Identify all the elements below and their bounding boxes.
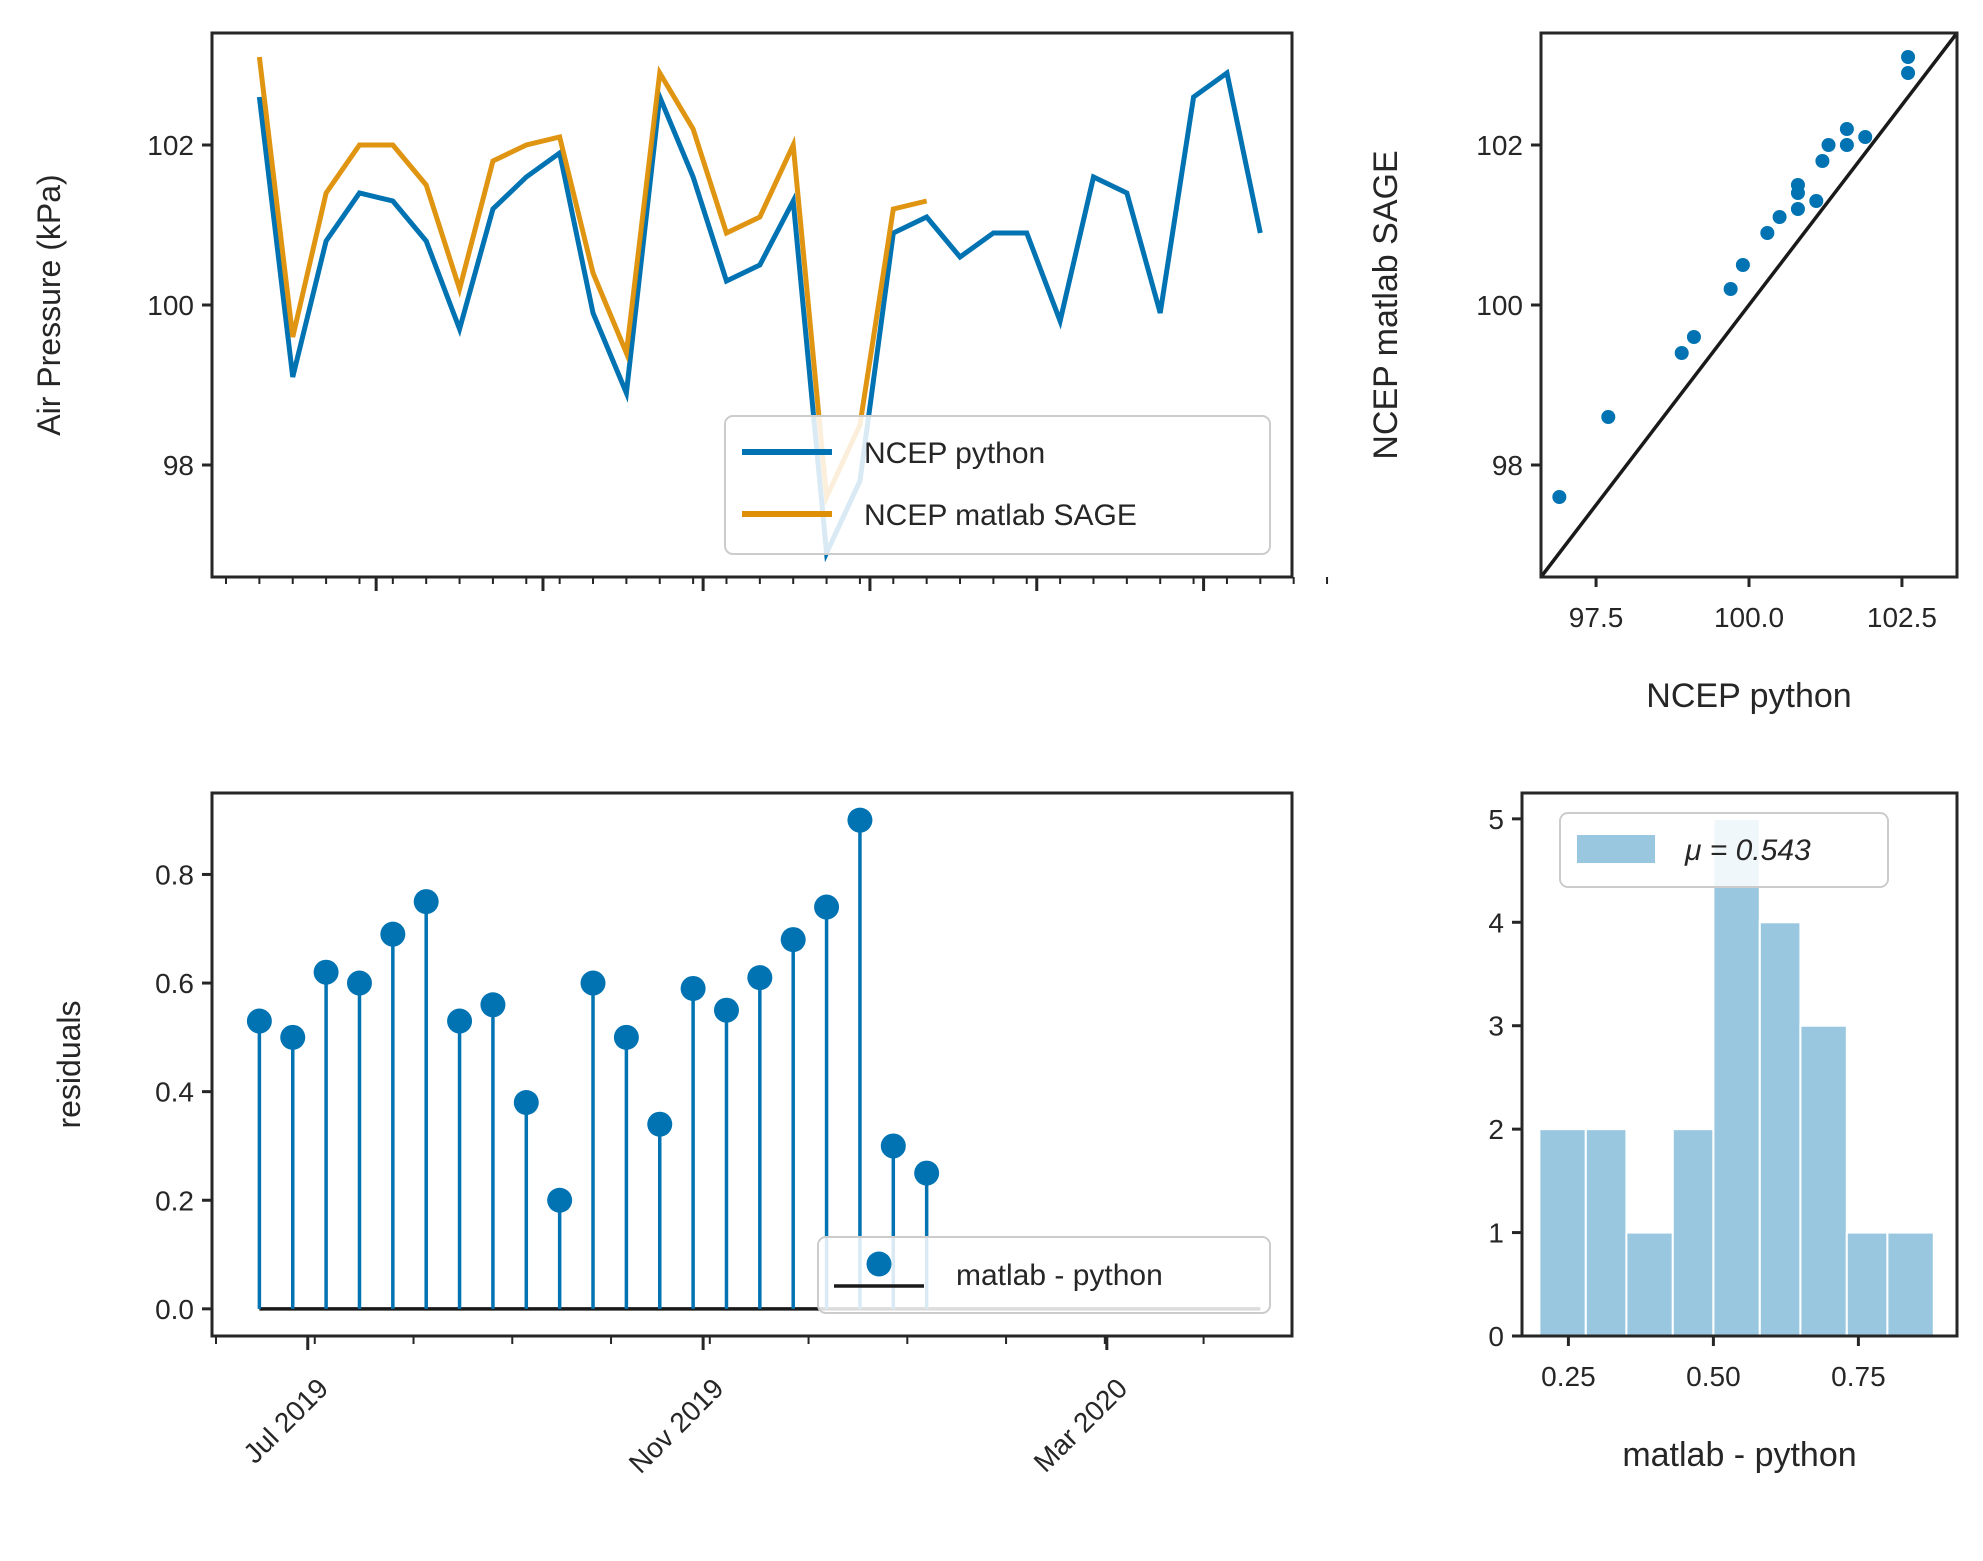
stem-marker bbox=[780, 927, 806, 953]
y-tick-label: 0.4 bbox=[155, 1077, 194, 1108]
line-plot-frame bbox=[210, 31, 1294, 579]
y-tick-label: 4 bbox=[1488, 907, 1504, 938]
histogram-bar bbox=[1584, 1128, 1628, 1337]
y-tick-label: 0.6 bbox=[155, 968, 194, 999]
y-tick-label: 98 bbox=[1492, 450, 1523, 481]
stem-marker bbox=[346, 970, 372, 996]
series-line-python bbox=[256, 68, 1263, 563]
histogram-frame bbox=[1520, 791, 1959, 1338]
scatter-frame bbox=[1539, 31, 1959, 579]
x-tick-label: 0.25 bbox=[1541, 1361, 1596, 1392]
y-tick-label: 100 bbox=[147, 290, 194, 321]
stem-marker bbox=[313, 959, 339, 985]
x-axis-label: NCEP python bbox=[1646, 677, 1851, 715]
legend-swatch-marker bbox=[866, 1251, 892, 1277]
scatter-point bbox=[1772, 210, 1787, 224]
y-axis-label: residuals bbox=[51, 1000, 87, 1128]
scatter-point bbox=[1601, 410, 1616, 424]
y-tick-label: 0.2 bbox=[155, 1185, 194, 1216]
stem-marker bbox=[747, 965, 773, 991]
scatter-point bbox=[1809, 194, 1824, 208]
histogram-bar bbox=[1538, 1128, 1587, 1337]
legend-box bbox=[724, 415, 1271, 555]
y-tick-label: 2 bbox=[1488, 1114, 1504, 1145]
y-tick-label: 100 bbox=[1476, 290, 1523, 321]
series-line-matlab bbox=[256, 56, 928, 507]
histogram-bar bbox=[1845, 1231, 1889, 1337]
stem-marker bbox=[713, 997, 739, 1023]
scatter-point bbox=[1674, 346, 1689, 360]
legend-box bbox=[817, 1236, 1271, 1314]
stem-marker bbox=[480, 992, 506, 1018]
y-tick-label: 102 bbox=[1476, 130, 1523, 161]
legend-swatch bbox=[1577, 835, 1655, 863]
identity-line bbox=[1539, 31, 1959, 579]
scatter-point bbox=[1790, 202, 1805, 216]
scatter-point bbox=[1821, 138, 1836, 152]
stem-marker bbox=[814, 894, 840, 920]
stem-marker bbox=[447, 1008, 473, 1034]
x-tick-label: 100.0 bbox=[1714, 602, 1784, 633]
scatter-point bbox=[1839, 138, 1854, 152]
x-tick-label: 0.50 bbox=[1686, 1361, 1741, 1392]
x-tick-label: Nov 2019 bbox=[623, 1372, 730, 1479]
x-tick-label: Mar 2020 bbox=[1028, 1372, 1134, 1478]
y-tick-label: 102 bbox=[147, 130, 194, 161]
legend-label: NCEP python bbox=[864, 437, 1045, 470]
y-axis-label: Air Pressure (kPa) bbox=[31, 174, 67, 435]
legend-label: μ = 0.543 bbox=[1684, 834, 1811, 867]
x-tick-label: 0.75 bbox=[1831, 1361, 1886, 1392]
scatter-point bbox=[1790, 178, 1805, 192]
stem-marker bbox=[847, 807, 873, 833]
stem-marker bbox=[613, 1024, 639, 1050]
y-tick-label: 1 bbox=[1488, 1218, 1504, 1249]
histogram-bar bbox=[1671, 1128, 1715, 1337]
scatter-point bbox=[1760, 226, 1775, 240]
stem-marker bbox=[547, 1187, 573, 1213]
y-tick-label: 0.0 bbox=[155, 1294, 194, 1325]
stem-marker bbox=[413, 889, 439, 915]
legend-label: matlab - python bbox=[956, 1259, 1163, 1292]
stem-marker bbox=[680, 975, 706, 1001]
x-axis-label: matlab - python bbox=[1622, 1436, 1856, 1474]
legend-box bbox=[1559, 812, 1889, 888]
scatter-point bbox=[1815, 154, 1830, 168]
histogram-bar bbox=[1799, 1024, 1848, 1337]
x-tick-label: 97.5 bbox=[1569, 602, 1624, 633]
scatter-point bbox=[1901, 66, 1916, 80]
histogram-bar bbox=[1886, 1231, 1935, 1337]
scatter-point bbox=[1552, 490, 1567, 504]
y-tick-label: 3 bbox=[1488, 1011, 1504, 1042]
stem-marker bbox=[513, 1090, 539, 1116]
scatter-point bbox=[1735, 258, 1750, 272]
legend-label: NCEP matlab SAGE bbox=[864, 499, 1137, 532]
histogram-bar bbox=[1758, 921, 1802, 1337]
scatter-point bbox=[1858, 130, 1873, 144]
stem-marker bbox=[280, 1024, 306, 1050]
y-tick-label: 5 bbox=[1488, 804, 1504, 835]
scatter-point bbox=[1686, 330, 1701, 344]
stem-marker bbox=[380, 921, 406, 947]
y-tick-label: 0 bbox=[1488, 1321, 1504, 1352]
y-tick-label: 98 bbox=[163, 450, 194, 481]
y-axis-label: NCEP matlab SAGE bbox=[1367, 150, 1405, 459]
stem-marker bbox=[580, 970, 606, 996]
stem-marker bbox=[647, 1111, 673, 1137]
x-tick-label: 102.5 bbox=[1867, 602, 1937, 633]
y-tick-label: 0.8 bbox=[155, 859, 194, 890]
stem-marker bbox=[880, 1133, 906, 1159]
histogram-bar bbox=[1625, 1231, 1674, 1337]
stem-marker bbox=[246, 1008, 272, 1034]
scatter-point bbox=[1723, 282, 1738, 296]
stem-marker bbox=[914, 1160, 940, 1186]
scatter-point bbox=[1901, 50, 1916, 64]
scatter-point bbox=[1839, 122, 1854, 136]
stem-frame bbox=[210, 791, 1294, 1338]
x-tick-label: Jul 2019 bbox=[237, 1372, 334, 1469]
histogram-bar bbox=[1712, 817, 1761, 1337]
